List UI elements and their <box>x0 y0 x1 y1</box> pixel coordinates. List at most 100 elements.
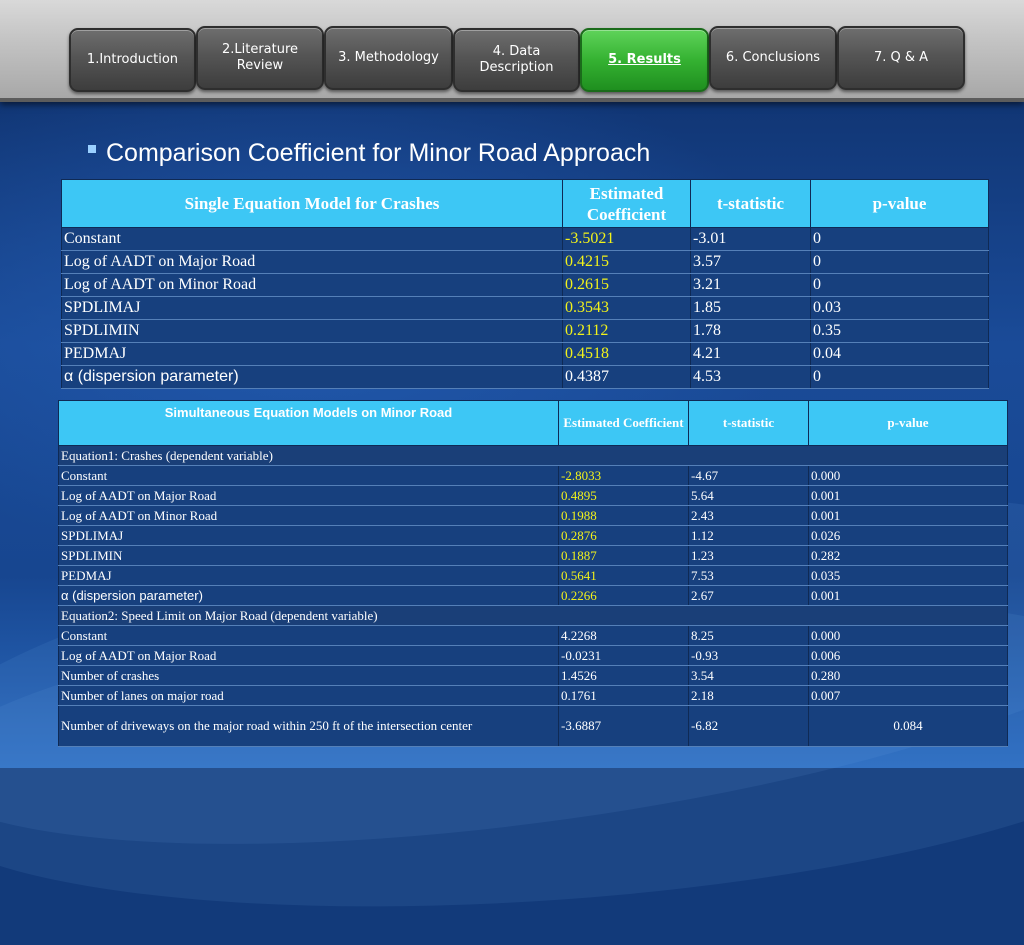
nav-tab-data-description[interactable]: 4. Data Description <box>453 28 580 92</box>
coefficient-cell: 0.2266 <box>558 585 689 606</box>
table-row: Constant -2.8033 -4.67 0.000 <box>58 465 1008 486</box>
variable-cell: α (dispersion parameter) <box>61 365 563 389</box>
variable-cell: SPDLIMAJ <box>61 296 563 320</box>
t-statistic-cell: 2.18 <box>688 685 809 706</box>
equation-section-row: Equation2: Speed Limit on Major Road (de… <box>58 605 1008 626</box>
table-row: SPDLIMIN 0.1887 1.23 0.282 <box>58 545 1008 566</box>
coefficient-cell: 1.4526 <box>558 665 689 686</box>
variable-cell: Log of AADT on Minor Road <box>61 273 563 297</box>
variable-cell: PEDMAJ <box>61 342 563 366</box>
variable-cell: PEDMAJ <box>58 565 559 586</box>
variable-cell: Number of crashes <box>58 665 559 686</box>
table-row: Log of AADT on Major Road -0.0231 -0.93 0.0… <box>58 645 1008 666</box>
column-header-t-statistic: t-statistic <box>688 400 809 446</box>
t-statistic-cell: 7.53 <box>688 565 809 586</box>
coefficient-cell: 0.2615 <box>562 273 691 297</box>
p-value-cell: 0 <box>810 250 989 274</box>
t-statistic-cell: 5.64 <box>688 485 809 506</box>
p-value-cell: 0.006 <box>808 645 1008 666</box>
table-row: Log of AADT on Major Road 0.4215 3.57 0 <box>61 250 989 274</box>
p-value-cell: 0.001 <box>808 585 1008 606</box>
t-statistic-cell: -3.01 <box>690 227 811 251</box>
nav-tab-conclusions[interactable]: 6. Conclusions <box>709 26 837 90</box>
column-header-model: Single Equation Model for Crashes <box>61 179 563 228</box>
column-header-coefficient: Estimated Coefficient <box>562 179 691 228</box>
slide-heading-text: Comparison Coefficient for Minor Road Ap… <box>106 138 651 167</box>
t-statistic-cell: -0.93 <box>688 645 809 666</box>
square-bullet-icon <box>88 145 96 153</box>
column-header-coefficient: Estimated Coefficient <box>558 400 689 446</box>
variable-cell: SPDLIMIN <box>58 545 559 566</box>
nav-tab-q-and-a[interactable]: 7. Q & A <box>837 26 965 90</box>
coefficient-cell: 0.1761 <box>558 685 689 706</box>
variable-cell: Log of AADT on Major Road <box>58 485 559 506</box>
t-statistic-cell: -6.82 <box>688 705 809 747</box>
table-row: SPDLIMIN 0.2112 1.78 0.35 <box>61 319 989 343</box>
variable-cell: Constant <box>61 227 563 251</box>
table-row: Constant -3.5021 -3.01 0 <box>61 227 989 251</box>
equation-1-title: Equation1: Crashes (dependent variable) <box>58 445 1008 466</box>
table-header-row: Simultaneous Equation Models on Minor Ro… <box>58 400 1008 446</box>
coefficient-cell: 0.4387 <box>562 365 691 389</box>
t-statistic-cell: 4.21 <box>690 342 811 366</box>
p-value-cell: 0.001 <box>808 505 1008 526</box>
t-statistic-cell: 1.23 <box>688 545 809 566</box>
variable-cell: Log of AADT on Major Road <box>58 645 559 666</box>
coefficient-cell: 0.3543 <box>562 296 691 320</box>
variable-cell: Number of driveways on the major road wi… <box>58 705 559 747</box>
p-value-cell: 0.35 <box>810 319 989 343</box>
p-value-cell: 0 <box>810 273 989 297</box>
coefficient-cell: -3.5021 <box>562 227 691 251</box>
variable-cell: Constant <box>58 465 559 486</box>
table-row: PEDMAJ 0.5641 7.53 0.035 <box>58 565 1008 586</box>
variable-cell: Log of AADT on Minor Road <box>58 505 559 526</box>
table-row: Log of AADT on Minor Road 0.1988 2.43 0.001 <box>58 505 1008 526</box>
p-value-cell: 0.000 <box>808 465 1008 486</box>
variable-cell: Constant <box>58 625 559 646</box>
variable-cell: Log of AADT on Major Road <box>61 250 563 274</box>
t-statistic-cell: 1.12 <box>688 525 809 546</box>
coefficient-cell: -0.0231 <box>558 645 689 666</box>
t-statistic-cell: -4.67 <box>688 465 809 486</box>
table-row: PEDMAJ 0.4518 4.21 0.04 <box>61 342 989 366</box>
nav-tab-literature-review[interactable]: 2.Literature Review <box>196 26 324 90</box>
t-statistic-cell: 2.67 <box>688 585 809 606</box>
t-statistic-cell: 3.57 <box>690 250 811 274</box>
coefficient-cell: 0.2112 <box>562 319 691 343</box>
coefficient-cell: -3.6887 <box>558 705 689 747</box>
p-value-cell: 0.04 <box>810 342 989 366</box>
table-row: Number of crashes 1.4526 3.54 0.280 <box>58 665 1008 686</box>
t-statistic-cell: 4.53 <box>690 365 811 389</box>
t-statistic-cell: 1.85 <box>690 296 811 320</box>
p-value-cell: 0.282 <box>808 545 1008 566</box>
coefficient-cell: 4.2268 <box>558 625 689 646</box>
coefficient-cell: 0.4895 <box>558 485 689 506</box>
table-header-row: Single Equation Model for Crashes Estima… <box>61 179 989 228</box>
p-value-cell: 0.026 <box>808 525 1008 546</box>
coefficient-cell: 0.1988 <box>558 505 689 526</box>
p-value-cell: 0 <box>810 365 989 389</box>
table-row: Number of driveways on the major road wi… <box>58 705 1008 747</box>
t-statistic-cell: 3.21 <box>690 273 811 297</box>
coefficient-cell: 0.2876 <box>558 525 689 546</box>
table-row: α (dispersion parameter) 0.2266 2.67 0.001 <box>58 585 1008 606</box>
table-row: SPDLIMAJ 0.3543 1.85 0.03 <box>61 296 989 320</box>
p-value-cell: 0.001 <box>808 485 1008 506</box>
p-value-cell: 0.035 <box>808 565 1008 586</box>
nav-tab-methodology[interactable]: 3. Methodology <box>324 26 453 90</box>
nav-tab-results[interactable]: 5. Results <box>580 28 709 92</box>
p-value-cell: 0.03 <box>810 296 989 320</box>
table-row: Number of lanes on major road 0.1761 2.18 0… <box>58 685 1008 706</box>
column-header-p-value: p-value <box>808 400 1008 446</box>
variable-cell: SPDLIMIN <box>61 319 563 343</box>
p-value-cell: 0 <box>810 227 989 251</box>
coefficient-cell: 0.5641 <box>558 565 689 586</box>
equation-section-row: Equation1: Crashes (dependent variable) <box>58 445 1008 466</box>
equation-2-title: Equation2: Speed Limit on Major Road (de… <box>58 605 1008 626</box>
nav-tab-introduction[interactable]: 1.Introduction <box>69 28 196 92</box>
coefficient-cell: -2.8033 <box>558 465 689 486</box>
column-header-model: Simultaneous Equation Models on Minor Ro… <box>58 400 559 446</box>
table-row: Constant 4.2268 8.25 0.000 <box>58 625 1008 646</box>
table-row: SPDLIMAJ 0.2876 1.12 0.026 <box>58 525 1008 546</box>
column-header-p-value: p-value <box>810 179 989 228</box>
